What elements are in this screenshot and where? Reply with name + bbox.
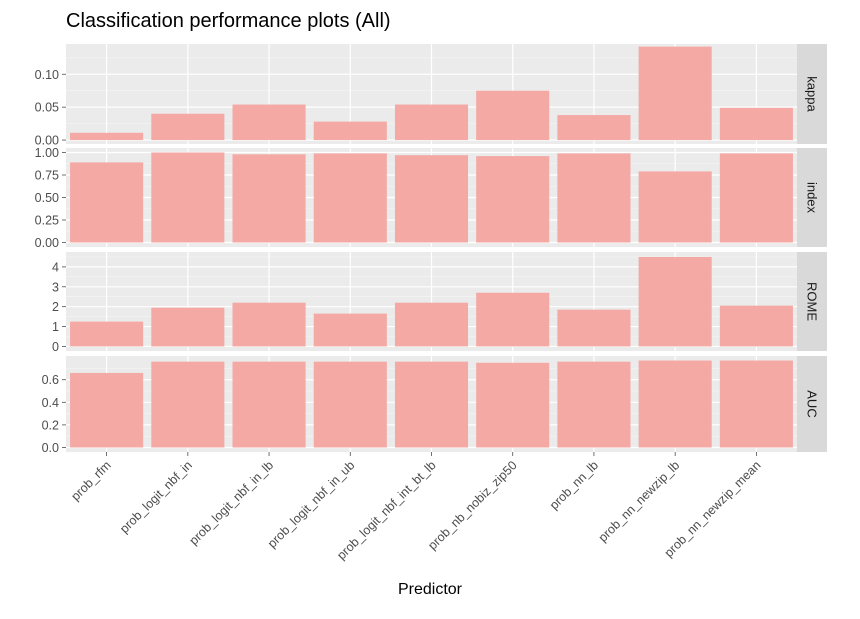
facet-label-auc: AUC (805, 390, 820, 417)
x-tick-label: prob_rfm (68, 458, 113, 503)
facet-strip (797, 356, 827, 452)
facet-label-index: index (805, 182, 820, 214)
bar-index-prob_nn_newzip_mean (719, 153, 793, 243)
bar-rome-prob_nn_lb (557, 309, 631, 347)
y-tick-label: 0.50 (35, 191, 59, 205)
bar-kappa-prob_nn_lb (557, 115, 631, 141)
y-tick-label: 0.00 (35, 236, 59, 250)
bar-rome-prob_rfm (70, 321, 144, 347)
bar-kappa-prob_logit_nbf_in (151, 113, 225, 141)
bar-kappa-prob_logit_nbf_in_ub (313, 121, 387, 141)
bar-rome-prob_nn_newzip_lb (638, 256, 712, 347)
y-tick-label: 0.00 (35, 134, 59, 148)
x-tick-label: prob_logit_nbf_in (117, 458, 195, 536)
chart-title: Classification performance plots (All) (66, 10, 391, 32)
facet-label-kappa: kappa (805, 76, 820, 112)
bar-kappa-prob_logit_nbf_in_lb (232, 104, 306, 141)
y-tick-label: 0.6 (42, 373, 59, 387)
bar-rome-prob_logit_nbf_in_lb (232, 302, 306, 347)
y-tick-label: 1 (52, 320, 59, 334)
bar-auc-prob_nn_newzip_mean (719, 360, 793, 448)
bar-rome-prob_nb_nobiz_zip50 (476, 292, 550, 347)
bar-kappa-prob_nb_nobiz_zip50 (476, 90, 550, 141)
facet-label-rome: ROME (805, 282, 820, 321)
bar-rome-prob_logit_nbf_int_bt_lb (394, 302, 469, 347)
bar-index-prob_nb_nobiz_zip50 (476, 156, 550, 243)
bar-index-prob_nn_newzip_lb (638, 171, 712, 243)
y-tick-label: 3 (52, 280, 59, 294)
facet-strip (797, 44, 827, 144)
bar-index-prob_logit_nbf_int_bt_lb (394, 155, 469, 243)
bar-rome-prob_logit_nbf_in_ub (313, 313, 387, 347)
bar-index-prob_logit_nbf_in_ub (313, 153, 387, 243)
bar-rome-prob_logit_nbf_in (151, 307, 225, 347)
x-axis-title: Predictor (397, 581, 463, 598)
y-tick-label: 0.25 (35, 214, 59, 228)
y-tick-label: 2 (52, 300, 59, 314)
bar-index-prob_nn_lb (557, 153, 631, 243)
bar-index-prob_logit_nbf_in (151, 152, 225, 243)
bar-auc-prob_logit_nbf_in (151, 361, 225, 448)
y-tick-label: 0 (52, 340, 59, 354)
x-tick-label: prob_nn_lb (547, 458, 601, 512)
x-tick-label: prob_logit_nbf_in_ub (265, 458, 357, 550)
bar-auc-prob_logit_nbf_in_ub (313, 361, 387, 448)
y-tick-label: 0.4 (42, 396, 59, 410)
x-tick-label: prob_logit_nbf_in_lb (187, 458, 277, 548)
bar-auc-prob_rfm (70, 372, 144, 448)
x-tick-label: prob_nn_newzip_mean (662, 458, 764, 560)
bar-auc-prob_logit_nbf_int_bt_lb (394, 361, 469, 448)
bar-kappa-prob_logit_nbf_int_bt_lb (394, 104, 469, 141)
y-tick-label: 1.00 (35, 146, 59, 160)
x-tick-label: prob_nn_newzip_lb (596, 458, 683, 545)
bar-auc-prob_nb_nobiz_zip50 (476, 362, 550, 448)
y-tick-label: 0.2 (42, 418, 59, 432)
facet-strip (797, 252, 827, 351)
bar-auc-prob_nn_newzip_lb (638, 360, 712, 448)
y-tick-label: 4 (52, 260, 59, 274)
bar-auc-prob_nn_lb (557, 361, 631, 448)
bar-kappa-prob_rfm (70, 132, 144, 141)
bar-kappa-prob_nn_newzip_mean (719, 107, 793, 141)
y-tick-label: 0.10 (35, 68, 59, 82)
bar-index-prob_logit_nbf_in_lb (232, 154, 306, 243)
y-tick-label: 0.05 (35, 101, 59, 115)
y-tick-label: 0.75 (35, 169, 59, 183)
facet-strip (797, 148, 827, 247)
y-tick-label: 0.0 (42, 441, 59, 455)
bar-index-prob_rfm (70, 162, 144, 243)
bar-rome-prob_nn_newzip_mean (719, 305, 793, 347)
x-tick-label: prob_nb_nobiz_zip50 (425, 458, 519, 552)
bar-kappa-prob_nn_newzip_lb (638, 46, 712, 141)
bar-auc-prob_logit_nbf_in_lb (232, 361, 306, 448)
